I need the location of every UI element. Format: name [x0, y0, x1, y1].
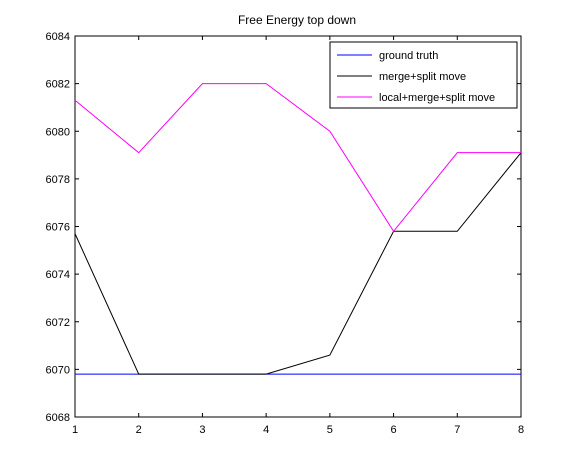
series-layer [74, 83, 522, 375]
x-tick-label: 6 [391, 424, 397, 436]
legend-entry: local+merge+split move [379, 92, 495, 104]
x-tick-label: 7 [454, 424, 460, 436]
y-tick-label: 6078 [46, 174, 70, 186]
legend-entry: ground truth [379, 50, 438, 62]
y-tick-label: 6080 [46, 126, 70, 138]
chart-title: Free Energy top down [238, 13, 356, 27]
x-tick-label: 1 [72, 424, 78, 436]
series-line-local-merge-split-move [74, 83, 521, 233]
series-line-merge-split-move [74, 152, 522, 375]
x-tick-label: 5 [327, 424, 333, 436]
y-tick-label: 6082 [46, 79, 70, 91]
x-tick-label: 3 [199, 424, 205, 436]
y-tick-label: 6068 [46, 412, 70, 424]
y-tick-label: 6084 [46, 31, 70, 43]
x-tick-label: 2 [136, 424, 142, 436]
legend-entry: merge+split move [379, 71, 466, 83]
x-tick-label: 4 [263, 424, 269, 436]
x-tick-label: 8 [518, 424, 524, 436]
y-tick-label: 6076 [46, 222, 70, 234]
y-tick-label: 6074 [46, 269, 70, 281]
y-tick-label: 6072 [46, 317, 70, 329]
legend: ground truth merge+split move local+merge+… [329, 41, 518, 109]
y-tick-label: 6070 [46, 364, 70, 376]
